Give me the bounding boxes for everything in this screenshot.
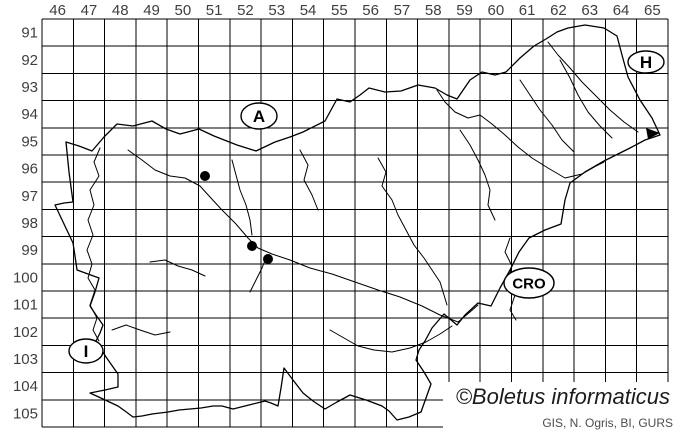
country-labels: A H CRO I bbox=[68, 50, 665, 364]
country-label-oval-hungary bbox=[627, 50, 665, 74]
row-label: 93 bbox=[21, 79, 38, 96]
row-label: 99 bbox=[21, 242, 38, 259]
grid-labels: 46 47 48 49 50 51 52 53 54 55 56 57 58 59 60 61 62 63 64 65… bbox=[13, 2, 661, 422]
row-label: 96 bbox=[21, 161, 38, 178]
col-label: 61 bbox=[519, 2, 536, 19]
col-label: 46 bbox=[49, 2, 66, 19]
col-label: 47 bbox=[81, 2, 98, 19]
col-label: 59 bbox=[456, 2, 473, 19]
slovenia-map-art bbox=[54, 24, 661, 421]
row-label: 95 bbox=[21, 133, 38, 150]
row-label: 97 bbox=[21, 188, 38, 205]
row-label: 104 bbox=[13, 378, 38, 395]
col-label: 58 bbox=[425, 2, 442, 19]
row-label: 102 bbox=[13, 324, 38, 341]
col-label: 56 bbox=[362, 2, 379, 19]
col-label: 55 bbox=[331, 2, 348, 19]
occurrence-dot bbox=[263, 254, 273, 264]
col-label: 57 bbox=[394, 2, 411, 19]
row-label: 105 bbox=[13, 405, 38, 422]
occurrence-dot bbox=[247, 241, 257, 251]
col-label: 48 bbox=[112, 2, 129, 19]
row-label: 91 bbox=[21, 25, 38, 42]
col-label: 63 bbox=[581, 2, 598, 19]
col-label: 50 bbox=[175, 2, 192, 19]
border-tip bbox=[646, 128, 660, 139]
col-label: 51 bbox=[206, 2, 223, 19]
col-label: 62 bbox=[550, 2, 567, 19]
attribution-text: GIS, N. Ogris, BI, GURS bbox=[542, 416, 673, 430]
grid bbox=[41, 18, 669, 428]
country-label-text-austria: A bbox=[253, 107, 265, 126]
credit-text: ©Boletus informaticus bbox=[456, 384, 670, 409]
country-label-text-hungary: H bbox=[640, 53, 652, 72]
row-label: 94 bbox=[21, 106, 38, 123]
row-label: 103 bbox=[13, 351, 38, 368]
row-label: 101 bbox=[13, 297, 38, 314]
country-label-text-croatia: CRO bbox=[512, 275, 546, 292]
country-border bbox=[54, 24, 661, 421]
country-label-oval-croatia bbox=[503, 267, 555, 299]
col-label: 54 bbox=[300, 2, 317, 19]
col-label: 49 bbox=[143, 2, 160, 19]
row-label: 98 bbox=[21, 215, 38, 232]
col-label: 65 bbox=[644, 2, 661, 19]
col-label: 60 bbox=[488, 2, 505, 19]
country-label-text-italy: I bbox=[84, 342, 89, 361]
col-label: 64 bbox=[613, 2, 630, 19]
row-label: 100 bbox=[13, 269, 38, 286]
country-label-oval-austria bbox=[240, 102, 278, 130]
country-label-oval-italy bbox=[68, 338, 104, 364]
occurrence-dot bbox=[200, 171, 210, 181]
credit-backdrop bbox=[443, 382, 680, 436]
rivers bbox=[86, 41, 639, 353]
col-label: 52 bbox=[237, 2, 254, 19]
row-label: 92 bbox=[21, 52, 38, 69]
occurrence-dots bbox=[200, 171, 273, 264]
col-label: 53 bbox=[268, 2, 285, 19]
